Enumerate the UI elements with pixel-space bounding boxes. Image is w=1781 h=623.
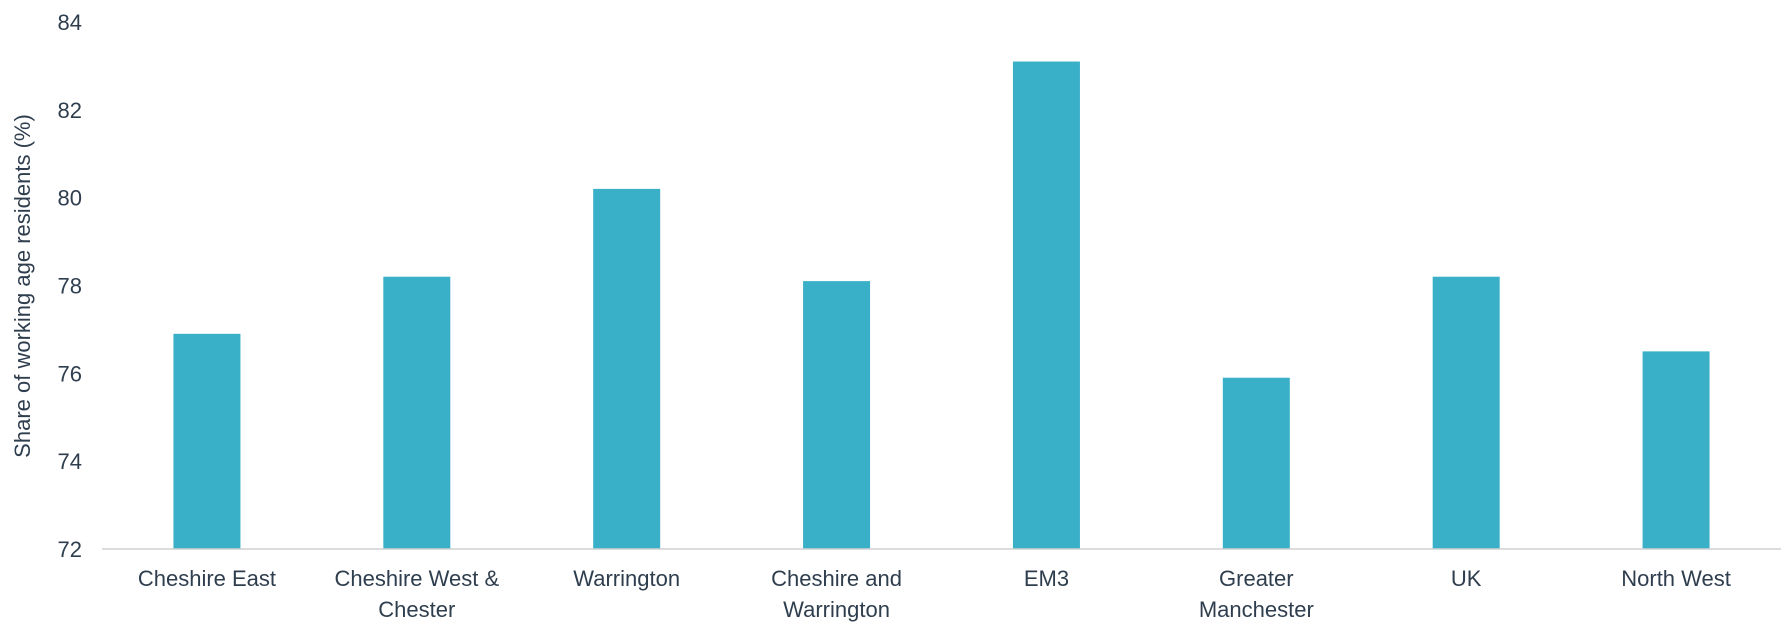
x-tick-label: Cheshire West & Chester — [334, 566, 499, 622]
bar — [1012, 61, 1080, 550]
x-tick-label-line: Cheshire West & — [334, 566, 499, 591]
x-tick-label: EM3 — [1024, 566, 1069, 591]
x-tick-label: Cheshire East — [138, 566, 276, 591]
x-tick-label-line: Chester — [378, 597, 455, 622]
bar — [1642, 351, 1710, 549]
y-tick-label: 84 — [58, 10, 82, 35]
x-tick-label-line: EM3 — [1024, 566, 1069, 591]
y-tick-label: 74 — [58, 449, 82, 474]
bar — [803, 281, 871, 549]
x-tick-label: Cheshire and Warrington — [771, 566, 902, 622]
bar — [1222, 377, 1290, 549]
x-tick-label: UK — [1451, 566, 1482, 591]
y-axis-ticks: 72 74 76 78 80 82 84 — [58, 10, 82, 562]
x-tick-label: North West — [1621, 566, 1731, 591]
x-tick-label-line: Cheshire and — [771, 566, 902, 591]
x-tick-label-line: Cheshire East — [138, 566, 276, 591]
y-tick-label: 80 — [58, 186, 82, 211]
x-tick-label-line: Greater — [1219, 566, 1294, 591]
bar — [1432, 276, 1500, 549]
x-axis-labels: Cheshire East Cheshire West & Chester Warri… — [138, 566, 1731, 622]
bar — [173, 333, 241, 549]
x-tick-label-line: Warrington — [573, 566, 680, 591]
y-tick-label: 78 — [58, 274, 82, 299]
x-tick-label-line: Manchester — [1199, 597, 1314, 622]
bar — [593, 188, 661, 549]
bars — [173, 61, 1710, 550]
bar — [383, 276, 451, 549]
x-tick-label: Warrington — [573, 566, 680, 591]
y-tick-label: 72 — [58, 537, 82, 562]
y-tick-label: 76 — [58, 361, 82, 386]
x-tick-label-line: Warrington — [783, 597, 890, 622]
y-tick-label: 82 — [58, 98, 82, 123]
x-tick-label-line: UK — [1451, 566, 1482, 591]
x-tick-label: Greater Manchester — [1199, 566, 1314, 622]
x-tick-label-line: North West — [1621, 566, 1731, 591]
y-axis-title: Share of working age residents (%) — [10, 114, 35, 458]
